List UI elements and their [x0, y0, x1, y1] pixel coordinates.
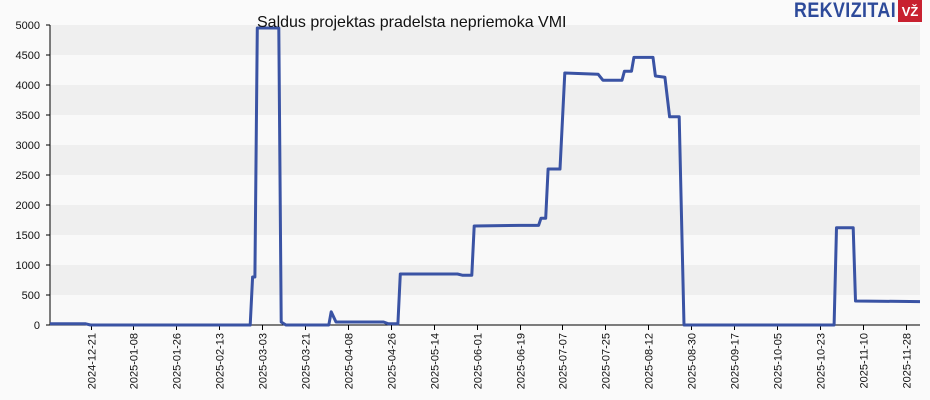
svg-text:2025-08-30: 2025-08-30 — [687, 333, 699, 389]
data-line — [50, 26, 921, 327]
svg-text:2500: 2500 — [16, 170, 40, 182]
chart-title: Saldus projektas pradelsta nepriemoka VM… — [257, 14, 567, 31]
svg-text:2025-10-23: 2025-10-23 — [816, 333, 828, 389]
svg-text:2025-11-10: 2025-11-10 — [859, 333, 871, 388]
grid-bands — [50, 25, 920, 325]
svg-text:4500: 4500 — [16, 50, 40, 62]
svg-text:2025-01-08: 2025-01-08 — [129, 333, 141, 389]
svg-text:2025-07-07: 2025-07-07 — [558, 333, 570, 389]
svg-text:2025-08-12: 2025-08-12 — [644, 333, 656, 389]
svg-text:3000: 3000 — [16, 140, 40, 152]
svg-text:2025-01-26: 2025-01-26 — [172, 333, 184, 389]
svg-text:2025-04-26: 2025-04-26 — [387, 333, 399, 389]
svg-text:2025-05-14: 2025-05-14 — [430, 333, 442, 389]
svg-text:500: 500 — [22, 290, 40, 302]
svg-text:2025-04-08: 2025-04-08 — [344, 333, 356, 389]
svg-text:1500: 1500 — [16, 230, 40, 242]
svg-text:1000: 1000 — [16, 260, 40, 272]
svg-text:2025-07-25: 2025-07-25 — [601, 333, 613, 389]
svg-text:0: 0 — [34, 320, 40, 332]
svg-text:2025-10-05: 2025-10-05 — [773, 333, 785, 389]
svg-text:2025-09-17: 2025-09-17 — [730, 333, 742, 389]
svg-text:2000: 2000 — [16, 200, 40, 212]
svg-text:2025-02-13: 2025-02-13 — [215, 333, 227, 389]
svg-text:2024-12-21: 2024-12-21 — [87, 333, 99, 389]
svg-text:2025-06-01: 2025-06-01 — [473, 333, 485, 389]
x-axis: 2024-12-21 2025-01-08 2025-01-26 2025-02-13… — [46, 324, 920, 389]
y-axis: 0 500 1000 1500 2000 2500 3000 3500 4000 4500 5000 — [16, 20, 51, 332]
svg-text:2025-03-03: 2025-03-03 — [258, 333, 270, 389]
svg-text:3500: 3500 — [16, 110, 40, 122]
svg-text:5000: 5000 — [16, 20, 40, 32]
brand-text: REKVIZITAI — [793, 0, 896, 22]
svg-text:2025-11-28: 2025-11-28 — [902, 333, 914, 388]
svg-text:2025-06-19: 2025-06-19 — [516, 333, 528, 389]
brand-badge-icon: VŽ — [898, 0, 922, 22]
svg-text:4000: 4000 — [16, 80, 40, 92]
svg-text:2025-03-21: 2025-03-21 — [301, 333, 313, 389]
brand-logo[interactable]: REKVIZITAI VŽ — [776, 0, 922, 22]
